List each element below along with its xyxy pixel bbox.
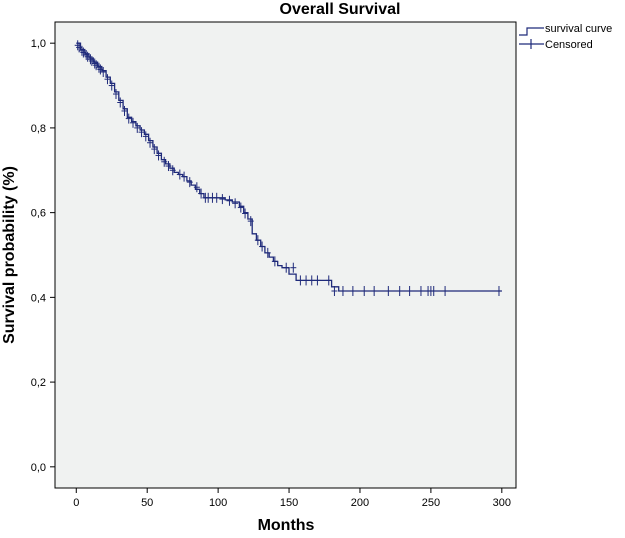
censored-mark <box>155 150 162 161</box>
censored-mark <box>138 127 145 138</box>
censored-mark <box>193 182 200 193</box>
censored-mark <box>495 286 502 297</box>
x-tick-label: 200 <box>351 497 369 509</box>
censored-mark <box>186 177 193 188</box>
censored-mark <box>371 286 378 297</box>
censored-mark <box>271 256 278 267</box>
censored-mark <box>91 58 98 69</box>
censored-mark <box>314 275 321 286</box>
censored-mark <box>264 247 271 258</box>
censored-mark <box>151 144 158 155</box>
legend-survival-curve-icon <box>519 27 544 36</box>
x-axis: 0 50 100 150 200 250 300 <box>73 488 511 509</box>
censored-mark <box>112 89 119 100</box>
censored-mark <box>100 66 107 77</box>
censored-mark <box>198 188 205 199</box>
x-tick-label: 250 <box>422 497 440 509</box>
censored-mark <box>134 122 141 133</box>
y-tick-label: 0,4 <box>31 292 46 304</box>
censored-mark <box>349 286 356 297</box>
censored-mark <box>303 275 310 286</box>
censored-mark <box>165 161 172 172</box>
legend: survival curve Censored <box>519 23 612 51</box>
censored-mark <box>297 275 304 286</box>
x-tick-label: 100 <box>209 497 227 509</box>
x-tick-label: 0 <box>73 497 79 509</box>
plot-area <box>54 21 517 489</box>
censored-mark <box>87 54 94 65</box>
censored-mark <box>331 286 338 297</box>
censored-mark <box>117 97 124 108</box>
series-layer <box>74 40 502 297</box>
censored-mark <box>430 286 437 297</box>
censored-mark <box>84 51 91 62</box>
censored-mark <box>80 47 87 58</box>
censored-mark <box>339 286 346 297</box>
censored-mark <box>95 62 102 73</box>
censored-mark <box>213 192 220 203</box>
censored-mark <box>130 117 137 128</box>
censored-mark <box>83 50 90 61</box>
censored-mark <box>417 286 424 297</box>
x-tick-label: 300 <box>493 497 511 509</box>
legend-censored-label: Censored <box>545 39 593 51</box>
censored-mark <box>104 74 111 85</box>
censored-mark <box>219 194 226 205</box>
censored-mark <box>121 105 128 116</box>
y-tick-label: 0,2 <box>31 377 46 389</box>
censored-mark <box>176 169 183 180</box>
censored-mark <box>161 156 168 167</box>
censored-mark <box>88 55 95 66</box>
censored-mark <box>78 45 85 56</box>
censored-mark <box>442 286 449 297</box>
legend-survival-curve-label: survival curve <box>545 23 612 35</box>
censored-mark <box>308 275 315 286</box>
censored-mark <box>290 262 297 273</box>
censored-mark <box>181 171 188 182</box>
censored-mark <box>396 286 403 297</box>
censored-mark <box>147 137 154 148</box>
censored-mark <box>74 40 81 51</box>
censored-mark <box>254 235 261 246</box>
censored-mark <box>142 131 149 142</box>
censored-mark <box>361 286 368 297</box>
y-tick-label: 1,0 <box>31 38 46 50</box>
y-tick-label: 0,6 <box>31 208 46 220</box>
censored-mark <box>226 195 233 206</box>
y-axis: 0,0 0,2 0,4 0,6 0,8 1,0 <box>31 38 55 474</box>
y-tick-label: 0,0 <box>31 462 46 474</box>
censored-mark <box>385 286 392 297</box>
censored-mark <box>242 208 249 219</box>
survival-curve-line <box>76 42 502 292</box>
chart-title: Overall Survival <box>280 1 401 18</box>
y-axis-title: Survival probability (%) <box>1 166 18 344</box>
x-tick-label: 150 <box>280 497 298 509</box>
censored-mark <box>108 80 115 91</box>
x-axis-title: Months <box>258 517 315 534</box>
x-tick-label: 50 <box>141 497 153 509</box>
censored-mark <box>259 241 266 252</box>
y-tick-label: 0,8 <box>31 123 46 135</box>
censored-mark <box>406 286 413 297</box>
censored-mark <box>232 198 239 209</box>
censored-mark <box>97 64 104 75</box>
censored-mark <box>93 60 100 71</box>
censored-mark <box>247 216 254 227</box>
legend-censored-icon <box>519 39 544 49</box>
censored-mark <box>237 202 244 213</box>
censored-mark <box>325 275 332 286</box>
censored-mark <box>283 262 290 273</box>
censored-mark <box>125 113 132 124</box>
censored-mark <box>169 165 176 176</box>
